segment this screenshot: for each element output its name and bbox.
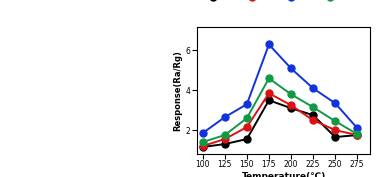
Mo₄In xyxy=(311,106,315,108)
Y-axis label: Response(Ra/Rg): Response(Ra/Rg) xyxy=(174,50,183,131)
Mo₁In xyxy=(245,138,249,140)
Mo₂In xyxy=(200,145,205,147)
Mo₃In xyxy=(266,43,271,45)
Mo₁In xyxy=(355,134,359,136)
Mo₃In xyxy=(289,67,293,69)
Mo₂In xyxy=(289,104,293,106)
Mo₃In xyxy=(200,132,205,134)
Line: Mo₄In: Mo₄In xyxy=(199,75,361,145)
Mo₄In xyxy=(200,141,205,143)
Mo₁In xyxy=(200,146,205,148)
Mo₄In xyxy=(245,117,249,119)
Line: Mo₂In: Mo₂In xyxy=(199,90,361,150)
Mo₁In xyxy=(289,107,293,109)
Mo₃In xyxy=(333,102,338,104)
Mo₄In xyxy=(223,134,227,136)
Mo₂In xyxy=(266,92,271,94)
Mo₂In xyxy=(311,119,315,121)
Mo₄In xyxy=(266,77,271,79)
Mo₃In xyxy=(311,87,315,89)
Mo₁In xyxy=(333,136,338,138)
Mo₂In xyxy=(245,126,249,128)
Line: Mo₃In: Mo₃In xyxy=(199,41,361,136)
Mo₃In xyxy=(355,127,359,129)
Mo₂In xyxy=(333,129,338,131)
Mo₂In xyxy=(223,138,227,140)
Mo₃In xyxy=(245,103,249,105)
Mo₁In xyxy=(266,99,271,101)
Mo₁In xyxy=(311,114,315,116)
Mo₁In xyxy=(223,143,227,145)
Mo₄In xyxy=(333,120,338,122)
X-axis label: Temperature(℃): Temperature(℃) xyxy=(242,172,325,177)
Mo₄In xyxy=(355,133,359,135)
Mo₂In xyxy=(355,134,359,136)
Mo₄In xyxy=(289,93,293,95)
Line: Mo₁In: Mo₁In xyxy=(199,97,361,150)
Mo₃In xyxy=(223,116,227,118)
